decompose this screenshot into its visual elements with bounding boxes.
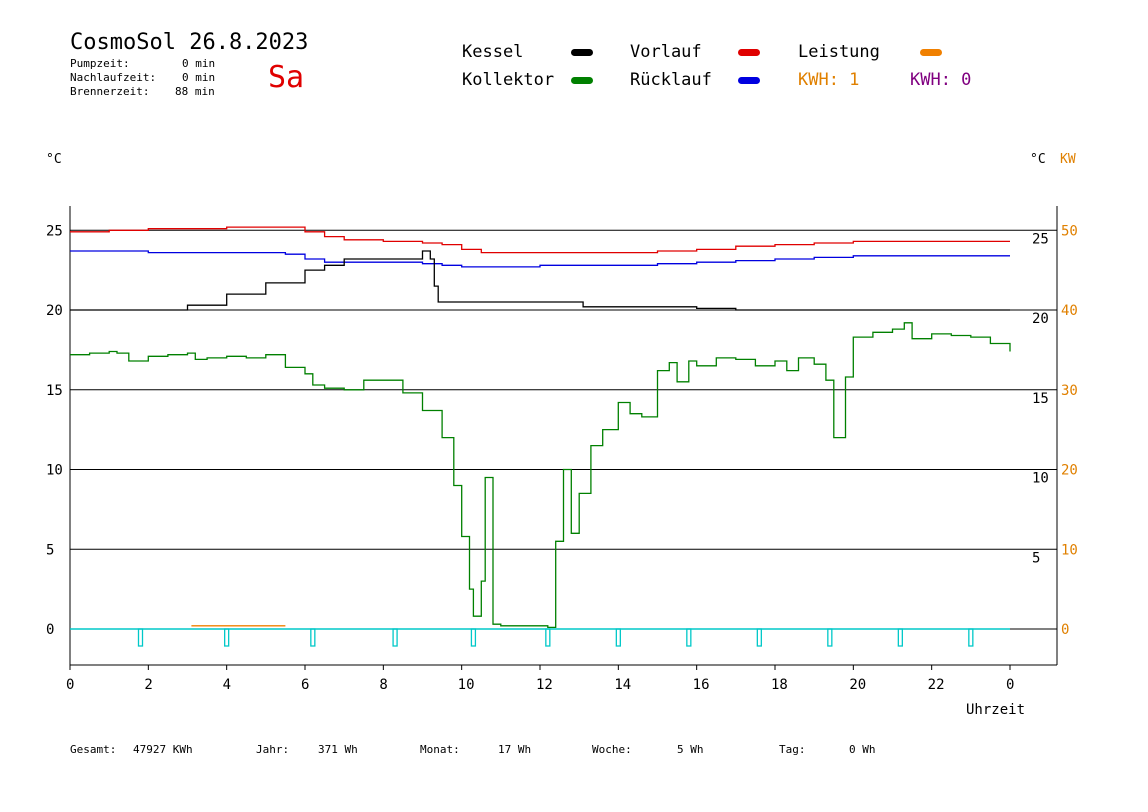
x-tick-label: 18: [771, 677, 788, 693]
y-tick-label-right-celsius: 20: [1032, 311, 1049, 327]
legend-leistung-swatch: [920, 49, 942, 56]
legend-kessel-swatch: [571, 49, 593, 56]
footer-year-value: 371 Wh: [318, 743, 358, 756]
series-line-rcklauf: [70, 250, 1010, 268]
legend-vorlauf-swatch: [738, 49, 760, 56]
legend-vorlauf: Vorlauf: [630, 42, 702, 62]
weekday-label: Sa: [268, 60, 305, 95]
legend-kwh-1: KWH: 1: [798, 70, 860, 90]
x-tick-label: 4: [223, 677, 231, 693]
x-tick-label: 12: [536, 677, 553, 693]
grid-lines: [70, 229, 1057, 630]
afterrun-time-label: Nachlaufzeit:: [70, 71, 157, 84]
x-tick-label: 6: [301, 677, 309, 693]
pump-pulse: [827, 628, 833, 647]
x-tick-label: 10: [458, 677, 475, 693]
y-tick-label-right-kw: 0: [1061, 622, 1069, 638]
y-tick-label-right-kw: 40: [1061, 303, 1078, 319]
series-line-vorlauf: [70, 226, 1010, 254]
pump-pulse: [392, 628, 398, 647]
pump-pulse: [310, 628, 316, 647]
footer-day-value: 0 Wh: [849, 743, 876, 756]
axes: [69, 206, 1058, 670]
y-tick-label-right-celsius: 10: [1032, 471, 1049, 487]
legend-kessel: Kessel: [462, 42, 524, 62]
pump-pulse: [545, 628, 551, 647]
y-tick-label-right-kw: 10: [1061, 542, 1078, 558]
y-tick-label-left: 0: [46, 622, 54, 638]
footer-week-label: Woche:: [592, 743, 632, 756]
pump-pulse: [968, 628, 974, 647]
x-tick-label: 16: [693, 677, 710, 693]
pump-pulse: [756, 628, 762, 647]
x-tick-label: 0: [1006, 677, 1014, 693]
afterrun-time-value: 0 min: [182, 71, 216, 84]
legend-kollektor-swatch: [571, 77, 593, 84]
burner-time-label: Brennerzeit:: [70, 85, 150, 98]
legend-leistung: Leistung: [798, 42, 880, 62]
series-lines: [70, 226, 1011, 629]
footer-week-value: 5 Wh: [677, 743, 704, 756]
pump-pulse: [686, 628, 692, 647]
right-axis-unit-kw: KW: [1060, 152, 1076, 167]
pump-pulse: [224, 628, 230, 647]
x-tick-label: 20: [849, 677, 866, 693]
y-tick-label-left: 5: [46, 542, 54, 558]
y-tick-label-left: 25: [46, 223, 63, 239]
footer-total-value: 47927 KWh: [133, 743, 193, 756]
pump-pulses: [70, 628, 1010, 647]
footer-month-value: 17 Wh: [498, 743, 532, 756]
y-tick-label-right-celsius: 15: [1032, 391, 1049, 407]
footer-month-label: Monat:: [420, 743, 460, 756]
footer-year-label: Jahr:: [256, 743, 290, 756]
legend-kollektor: Kollektor: [462, 70, 555, 90]
chart-title: CosmoSol 26.8.2023: [70, 30, 309, 55]
y-tick-label-left: 15: [46, 383, 63, 399]
x-tick-label: 2: [144, 677, 152, 693]
x-tick-label: 8: [379, 677, 387, 693]
pump-pulse: [137, 628, 144, 647]
y-tick-label-left: 20: [46, 303, 63, 319]
left-axis-unit: °C: [46, 152, 62, 167]
footer-total-label: Gesamt:: [70, 743, 117, 756]
x-tick-label: 22: [928, 677, 945, 693]
legend-ruecklauf-swatch: [738, 77, 760, 84]
y-tick-label-right-celsius: 25: [1032, 231, 1049, 247]
y-tick-label-right-celsius: 5: [1032, 550, 1040, 566]
y-tick-label-right-kw: 30: [1061, 383, 1078, 399]
pump-pulse: [897, 628, 903, 647]
legend-kwh-2: KWH: 0: [910, 70, 972, 90]
pump-time-label: Pumpzeit:: [70, 57, 130, 70]
pump-pulse: [470, 628, 477, 647]
right-axis-unit-celsius: °C: [1030, 152, 1046, 167]
y-tick-label-right-kw: 50: [1061, 223, 1078, 239]
pump-time-value: 0 min: [182, 57, 216, 70]
burner-time-value: 88 min: [175, 85, 215, 98]
series-line-kollektor: [70, 322, 1011, 629]
x-tick-label: 0: [66, 677, 74, 693]
tick-labels: 0 5 10 15 20 25 5 10 15 20 25 0 10 20 30 40 50 0 2 4 6 8 10 12 1…: [46, 223, 1078, 693]
x-axis-label: Uhrzeit: [966, 702, 1025, 718]
pump-pulse: [615, 628, 621, 647]
y-tick-label-left: 10: [46, 463, 63, 479]
series-line-kessel: [70, 250, 1010, 311]
footer-day-label: Tag:: [779, 743, 806, 756]
x-tick-label: 14: [614, 677, 631, 693]
y-tick-label-right-kw: 20: [1061, 463, 1078, 479]
legend-ruecklauf: Rücklauf: [630, 70, 712, 90]
